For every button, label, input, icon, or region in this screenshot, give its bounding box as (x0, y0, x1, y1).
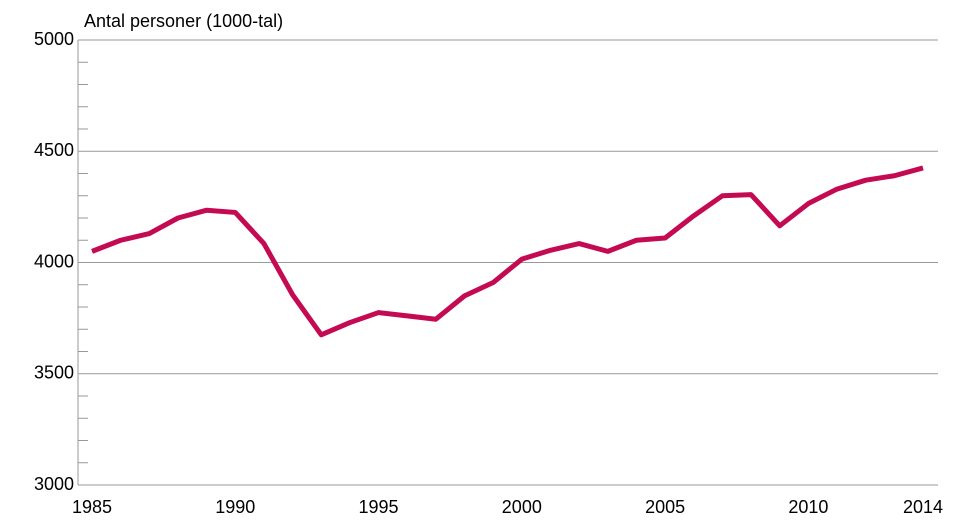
y-tick-label: 5000 (34, 29, 74, 49)
y-tick-label: 4500 (34, 140, 74, 160)
x-tick-label: 2000 (502, 497, 542, 517)
y-axis-label: Antal personer (1000-tal) (84, 11, 283, 31)
x-tick-label: 1995 (359, 497, 399, 517)
x-tick-label: 1990 (215, 497, 255, 517)
y-tick-label: 4000 (34, 251, 74, 271)
x-tick-label: 1985 (72, 497, 112, 517)
y-tick-label: 3500 (34, 363, 74, 383)
x-tick-label: 2005 (645, 497, 685, 517)
x-tick-label: 2014 (903, 497, 943, 517)
y-tick-label: 3000 (34, 474, 74, 494)
data-line (91, 165, 924, 338)
x-tick-label: 2010 (788, 497, 828, 517)
